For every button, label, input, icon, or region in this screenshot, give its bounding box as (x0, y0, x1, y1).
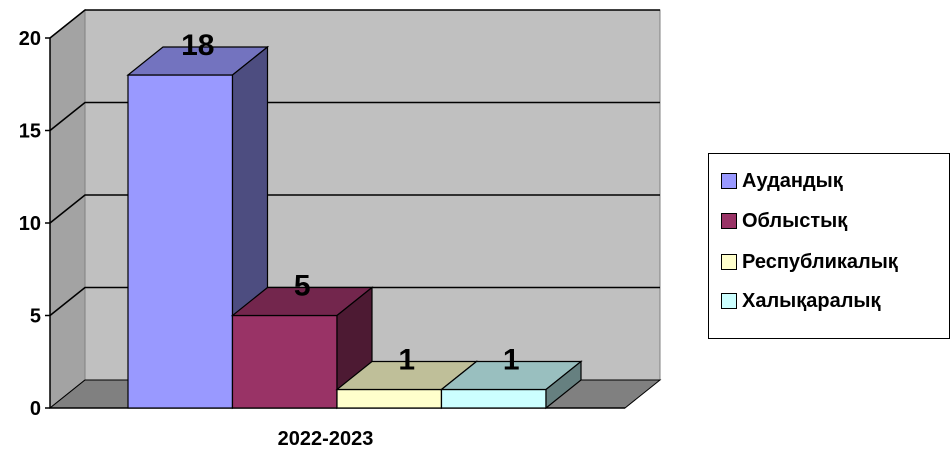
y-axis-tick-label: 0 (30, 398, 41, 420)
x-axis-category-label: 2022-2023 (278, 428, 374, 450)
bar-data-label: 1 (503, 344, 520, 377)
chart-gridline (49, 286, 660, 317)
y-axis-tick-label: 20 (19, 28, 41, 50)
bar-front (231, 314, 338, 409)
legend-label: Республикалық (742, 250, 898, 273)
bar-data-label: 1 (398, 344, 415, 377)
legend-swatch (721, 293, 737, 309)
bar-data-label: 18 (181, 29, 214, 62)
chart-gridline (49, 9, 660, 39)
bar-data-label: 5 (294, 270, 311, 303)
legend-item: Облыстық (721, 208, 847, 234)
legend-swatch (721, 254, 737, 270)
chart-gridline (49, 101, 660, 132)
chart-gridline (49, 194, 660, 224)
legend-label: Облыстық (742, 209, 848, 232)
chart-legend: Аудандық Облыстық Республикалық Халықара… (708, 153, 950, 339)
bar-front (440, 388, 547, 409)
legend-item: Халықаралық (721, 288, 881, 314)
bar-front (127, 74, 234, 409)
y-axis-tick-label: 10 (19, 213, 41, 235)
bar-side (545, 360, 582, 410)
bar-front (336, 388, 443, 409)
legend-label: Халықаралық (742, 289, 881, 312)
bar (439, 360, 583, 410)
y-axis-tick-label: 15 (19, 121, 41, 143)
legend-item: Аудандық (721, 168, 843, 194)
chart-bars (126, 45, 583, 410)
y-axis-tick-label: 5 (30, 306, 41, 328)
legend-item: Республикалық (721, 249, 898, 275)
legend-label: Аудандық (742, 169, 843, 192)
chart-data-labels: 18 5 1 1 (181, 29, 520, 377)
legend-swatch (721, 213, 737, 229)
legend-swatch (721, 173, 737, 189)
chart-gridlines (49, 9, 660, 317)
